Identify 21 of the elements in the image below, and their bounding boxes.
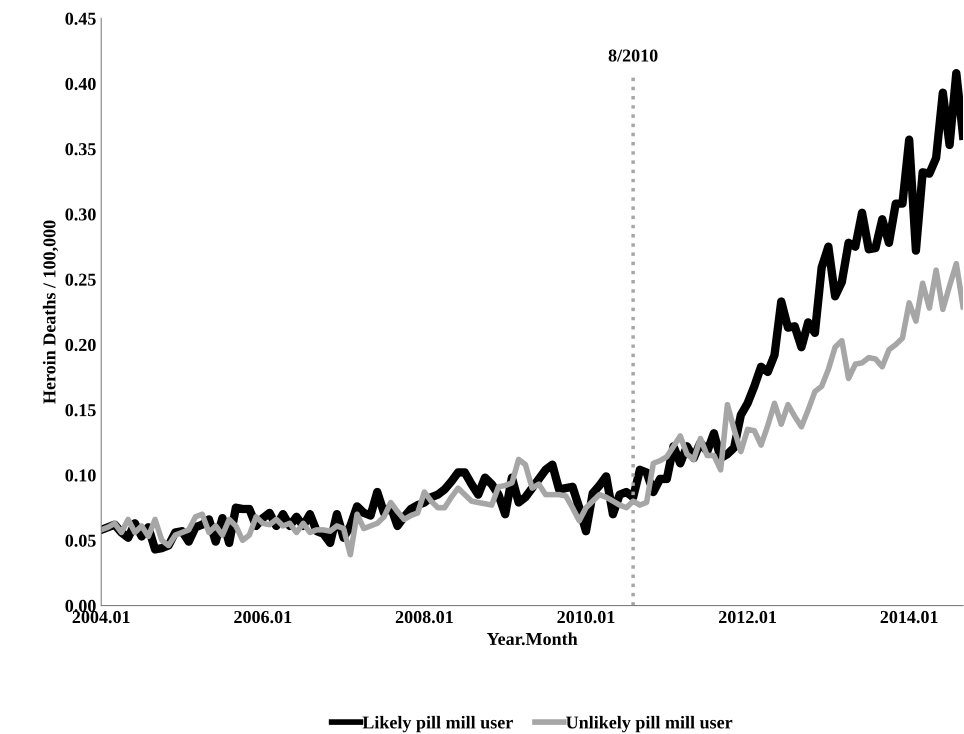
y-tick-label: 0.05 xyxy=(65,534,96,547)
legend-label: Unlikely pill mill user xyxy=(566,716,732,732)
legend-label: Likely pill mill user xyxy=(362,716,513,732)
x-tick-label: 2012.01 xyxy=(719,610,776,624)
y-tick-label: 0.20 xyxy=(65,338,96,352)
y-tick-label: 0.40 xyxy=(65,78,96,90)
y-tick-label: 0.45 xyxy=(65,12,96,25)
y-tick-label: 0.35 xyxy=(65,143,96,156)
y-tick-label: 0.00 xyxy=(65,600,96,612)
y-tick-label: 0.25 xyxy=(65,274,96,286)
y-axis-title: Heroin Deaths / 100,000 xyxy=(42,220,58,404)
y-tick-label: 0.30 xyxy=(65,208,96,221)
x-tick-label: 2008.01 xyxy=(396,610,453,624)
y-tick-label: 0.15 xyxy=(65,404,96,416)
x-tick-label: 2010.01 xyxy=(557,610,614,624)
x-tick-label: 2006.01 xyxy=(234,610,292,624)
ref-line-label: 8/2010 xyxy=(608,49,658,62)
x-axis-title: Year.Month xyxy=(486,632,578,646)
x-tick-label: 2004.01 xyxy=(72,610,130,624)
x-tick-label: 2014.01 xyxy=(880,610,938,624)
y-tick-label: 0.10 xyxy=(65,469,96,482)
